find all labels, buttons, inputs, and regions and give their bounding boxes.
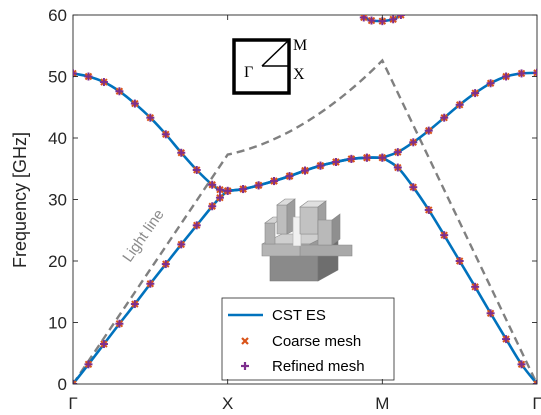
brillouin-zone-inset: M Γ X (232, 37, 307, 95)
coarse-mesh-marker (73, 380, 77, 384)
refined-mesh-marker (146, 279, 155, 288)
coarse-mesh-marker (397, 15, 405, 19)
refined-mesh-marker (73, 69, 77, 78)
refined-mesh-marker (215, 193, 224, 202)
refined-mesh-marker (362, 153, 371, 162)
refined-mesh-marker (130, 99, 139, 108)
refined-mesh-marker (99, 78, 108, 87)
legend-x-marker-icon (241, 337, 249, 345)
refined-mesh-marker (486, 309, 495, 318)
refined-mesh-marker (389, 15, 398, 24)
refined-mesh-marker (502, 72, 511, 81)
refined-mesh-marker (393, 163, 402, 172)
refined-mesh-marker (84, 360, 93, 369)
bz-label-x: X (293, 66, 305, 83)
y-tick-label: 30 (48, 191, 67, 210)
x-tick-label: Γ (68, 394, 77, 413)
y-tick-label: 60 (48, 6, 67, 25)
y-tick-label: 40 (48, 129, 67, 148)
refined-mesh-marker (455, 100, 464, 109)
coarse-mesh-marker (533, 380, 537, 384)
refined-mesh-marker (177, 240, 186, 249)
coarse-mesh-marker (73, 69, 77, 78)
refined-mesh-marker (130, 300, 139, 309)
legend-label-coarse-mesh: Coarse mesh (272, 333, 361, 350)
y-tick-label: 20 (48, 252, 67, 271)
x-tick-label: Γ (532, 394, 541, 413)
refined-mesh-marker (502, 335, 511, 344)
unit-cell-structure-image (261, 198, 353, 282)
refined-mesh-marker (486, 79, 495, 88)
refined-mesh-marker (378, 153, 387, 162)
refined-mesh-marker (424, 205, 433, 214)
y-tick-label: 10 (48, 314, 67, 333)
y-axis-ticks: 0 10 20 30 40 50 60 (48, 6, 537, 394)
refined-mesh-marker (517, 360, 526, 369)
refined-mesh-marker (285, 172, 294, 181)
refined-mesh-marker (409, 183, 418, 192)
refined-mesh-marker (161, 130, 170, 139)
refined-mesh-marker (316, 161, 325, 170)
refined-mesh-marker (301, 166, 309, 175)
refined-mesh-marker (161, 260, 170, 269)
y-tick-label: 0 (58, 375, 67, 394)
refined-mesh-marker (347, 154, 356, 163)
refined-mesh-marker (254, 181, 263, 190)
legend-box (221, 297, 395, 381)
y-axis-label: Frequency [GHz] (10, 132, 30, 268)
refined-mesh-marker (115, 87, 124, 96)
refined-mesh-marker (177, 148, 186, 157)
refined-mesh-marker (215, 185, 224, 194)
refined-mesh-marker (455, 257, 464, 265)
coarse-mesh-marker (533, 69, 537, 77)
legend-plus-marker-icon (241, 362, 249, 370)
refined-mesh-marker (331, 157, 340, 166)
cst-es-band-line (381, 71, 537, 159)
refined-mesh-marker (192, 221, 201, 230)
x-tick-label: X (222, 394, 233, 413)
refined-mesh-marker (84, 72, 93, 81)
refined-mesh-marker (396, 15, 405, 19)
refined-mesh-marker (440, 113, 449, 122)
cst-es-band-line (381, 156, 537, 384)
mesh-markers (73, 15, 537, 384)
y-tick-label: 50 (48, 68, 67, 87)
refined-mesh-marker (440, 231, 449, 240)
refined-mesh-marker (223, 186, 232, 195)
legend-label-cst-es: CST ES (272, 307, 326, 324)
refined-mesh-marker (359, 15, 368, 22)
refined-mesh-marker (146, 113, 155, 122)
bz-irreducible-triangle (261, 38, 290, 67)
bz-label-m: M (293, 37, 307, 54)
refined-mesh-marker (192, 165, 201, 174)
refined-mesh-marker (393, 148, 402, 157)
refined-mesh-marker (533, 68, 537, 77)
refined-mesh-marker (367, 16, 376, 25)
legend: CST ES Coarse mesh Refined mesh (221, 297, 395, 381)
refined-mesh-marker (208, 202, 217, 211)
refined-mesh-marker (409, 138, 418, 147)
refined-mesh-marker (424, 126, 433, 135)
x-tick-label: M (375, 394, 389, 413)
legend-label-refined-mesh: Refined mesh (272, 358, 365, 375)
light-line-series (73, 58, 537, 384)
refined-mesh-marker (239, 185, 248, 194)
cst-es-band-line (73, 72, 228, 193)
light-line-annotation: Light line (119, 206, 167, 265)
bz-label-gamma: Γ (244, 64, 253, 81)
refined-mesh-marker (270, 177, 279, 186)
refined-mesh-marker (115, 319, 124, 328)
refined-mesh-marker (99, 340, 108, 349)
refined-mesh-marker (471, 89, 480, 98)
refined-mesh-marker (471, 282, 480, 291)
refined-mesh-marker (517, 69, 526, 78)
refined-mesh-marker (208, 180, 217, 189)
light-line (73, 58, 537, 384)
